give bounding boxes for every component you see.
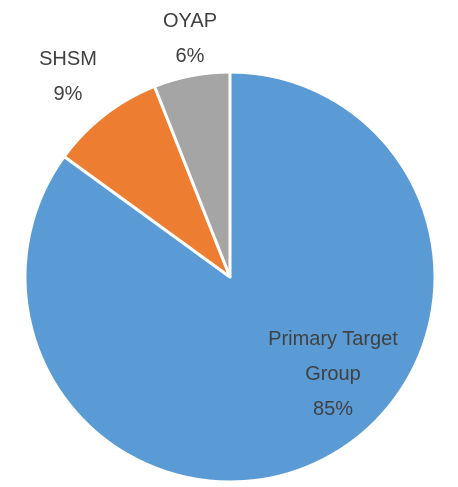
category-name: SHSM xyxy=(39,48,97,70)
category-name: OYAP xyxy=(162,10,218,32)
pie-slice xyxy=(62,84,232,279)
slice-label: OYAP 6% xyxy=(110,4,270,74)
category-name: Primary Target Group xyxy=(268,328,398,385)
slice-label: Primary Target Group 85% xyxy=(248,322,418,427)
slice-label: SHSM 9% xyxy=(0,42,148,112)
value-label: 85% xyxy=(312,398,354,420)
value-label: 9% xyxy=(53,83,83,105)
pie-slice xyxy=(153,70,232,279)
value-label: 6% xyxy=(175,45,205,67)
